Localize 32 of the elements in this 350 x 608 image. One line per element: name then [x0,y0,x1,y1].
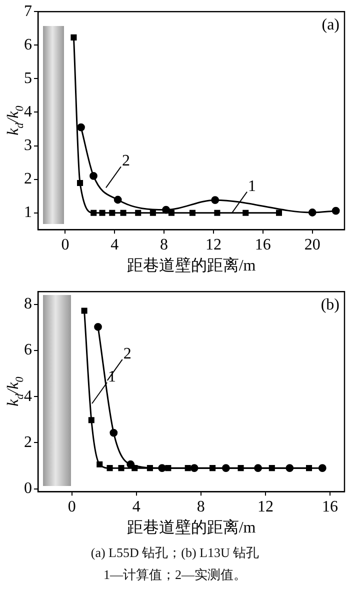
x-tick-label: 20 [304,236,320,254]
x-tick-label: 0 [61,236,70,254]
x-tick-label: 0 [68,498,76,516]
annotation: 2 [122,152,130,170]
y-tick-label: 2 [24,434,32,451]
annotation: 2 [123,345,132,362]
x-tick-label: 12 [205,236,222,254]
y-tick-label: 2 [24,170,32,188]
y-tick-label: 8 [24,295,32,312]
y-tick-label: 4 [24,388,32,405]
annotation: 1 [248,178,256,195]
y-tick-label: 4 [24,103,32,120]
text: (a) L55D 钻孔；(b) L13U 钻孔 [90,544,260,562]
y-tick-label: 3 [24,136,32,154]
x-axis-title: 距巷道壁的距离/m [126,518,256,537]
y-tick-label: 6 [24,36,32,54]
y-tick-label: 1 [24,204,32,222]
y-tick-label: 7 [24,2,32,20]
x-tick-label: 4 [132,498,140,516]
annotation: (a) [322,16,340,34]
text: 1—计算值；2—实测值。 [102,566,248,584]
y-tick-label: 0 [24,480,32,498]
y-tick-label: 6 [24,342,32,359]
x-tick-label: 4 [110,236,119,254]
x-tick-label: 12 [257,498,274,516]
annotation: (b) [320,296,340,314]
x-tick-label: 8 [196,498,205,516]
y-tick-label: 5 [24,70,32,87]
x-axis-title: 距巷道壁的距离/m [126,256,256,275]
x-tick-label: 8 [160,236,168,254]
x-tick-label: 16 [254,236,271,254]
x-tick-label: 16 [322,498,338,516]
